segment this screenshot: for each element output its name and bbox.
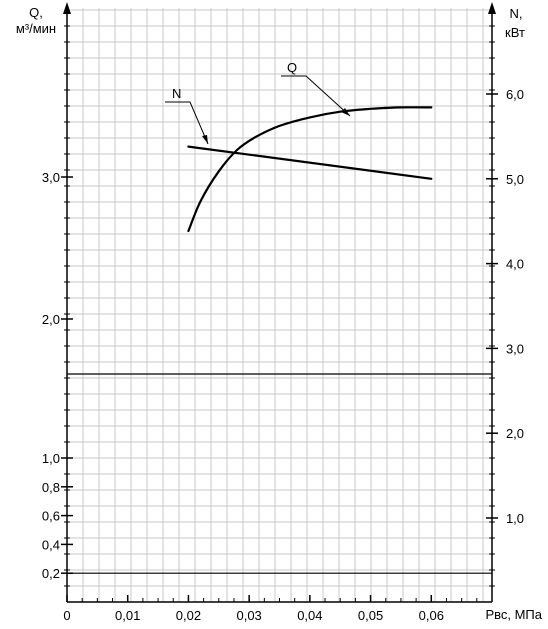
axes [63,2,496,603]
left-axis-arrow [63,2,71,14]
left-tick-label: 0,2 [42,566,60,581]
left-axis-title-line1: Q, [29,5,43,20]
scale-dividers [67,373,492,574]
left-tick-label: 3,0 [42,170,60,185]
right-tick-label: 3,0 [506,341,524,356]
series-leader-q [281,75,351,117]
right-axis-title-line1: N, [510,6,523,21]
x-tick-label: 0,03 [236,608,261,623]
right-tick-label: 5,0 [506,172,524,187]
right-tick-label: 2,0 [506,426,524,441]
right-tick-label: 4,0 [506,257,524,272]
series-leader-arrow-n [202,135,208,144]
left-tick-label: 0,4 [42,537,60,552]
series-label-n: N [172,86,181,101]
series-line-n [187,145,433,180]
right-axis-arrow [488,2,496,14]
series-leader-n [165,101,209,145]
tick-labels: 0 0,01 0,02 0,03 0,04 0,05 0,06 0,2 0,4 0,6 0,8 1,0… [42,87,524,623]
x-axis-title: Pвс, МПа [485,607,542,622]
series-line-q [187,106,433,233]
right-axis-title-line2: кВт [505,25,525,40]
left-tick-label: 0,8 [42,480,60,495]
x-tick-label: 0 [63,608,70,623]
x-tick-label: 0,02 [176,608,201,623]
right-tick-label: 6,0 [506,87,524,102]
x-tick-label: 0,04 [297,608,322,623]
left-axis-title-line2: м³/мин [16,21,56,36]
x-tick-label: 0,05 [358,608,383,623]
x-tick-label: 0,01 [115,608,140,623]
grid [67,8,492,602]
left-tick-label: 2,0 [42,312,60,327]
x-tick-label: 0,06 [419,608,444,623]
left-tick-label: 1,0 [42,451,60,466]
axis-titles: Q, м³/мин N, кВт Pвс, МПа [16,5,543,622]
tick-marks [61,25,498,602]
series-label-q: Q [287,60,297,75]
left-axis-unit: м³/мин [16,21,56,36]
series: QN [165,60,433,233]
right-tick-label: 1,0 [506,511,524,526]
series-leader-arrow-q [341,108,350,116]
left-tick-label: 0,6 [42,509,60,524]
